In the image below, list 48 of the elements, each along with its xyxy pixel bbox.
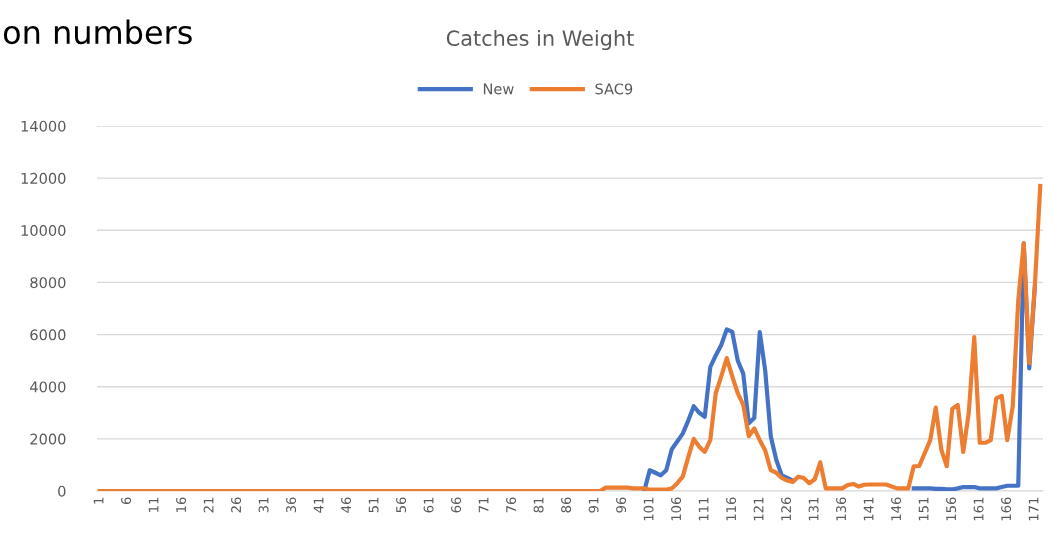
x-tick-label: 41 bbox=[313, 497, 324, 513]
x-tick-label: 156 bbox=[946, 497, 957, 521]
x-tick-label: 26 bbox=[231, 497, 242, 513]
x-tick-label: 151 bbox=[918, 497, 929, 521]
line-series bbox=[97, 183, 1043, 491]
legend-label: SAC9 bbox=[595, 83, 633, 95]
x-tick-label: 91 bbox=[588, 497, 599, 513]
x-tick-label: 161 bbox=[973, 497, 984, 521]
x-tick-label: 136 bbox=[836, 497, 847, 521]
x-tick-label: 106 bbox=[671, 497, 682, 521]
x-tick-label: 171 bbox=[1028, 497, 1039, 521]
x-tick-label: 6 bbox=[121, 497, 132, 505]
x-tick-label: 146 bbox=[891, 497, 902, 521]
text: on numbers bbox=[3, 19, 192, 45]
x-tick-label: 36 bbox=[286, 497, 297, 513]
y-tick-label: 12000 bbox=[21, 172, 66, 184]
y-tick-label: 0 bbox=[58, 485, 66, 497]
x-tick-label: 166 bbox=[1001, 497, 1012, 521]
y-tick-label: 6000 bbox=[30, 329, 66, 341]
x-tick-label: 16 bbox=[176, 497, 187, 512]
x-tick-label: 11 bbox=[148, 497, 159, 512]
x-tick-label: 101 bbox=[643, 497, 654, 521]
x-tick-label: 21 bbox=[203, 497, 214, 513]
legend-label: New bbox=[483, 83, 514, 95]
y-tick-label: 8000 bbox=[30, 277, 66, 289]
x-tick-label: 86 bbox=[561, 497, 572, 513]
x-tick-label: 46 bbox=[341, 497, 352, 513]
y-tick-label: 10000 bbox=[21, 225, 66, 237]
y-tick-label: 14000 bbox=[21, 120, 66, 132]
x-tick-label: 131 bbox=[808, 497, 819, 521]
y-tick-label: 2000 bbox=[30, 433, 66, 445]
x-tick-label: 141 bbox=[863, 497, 874, 521]
x-tick-label: 31 bbox=[258, 497, 269, 513]
x-tick-label: 56 bbox=[396, 497, 407, 513]
y-tick-label: 4000 bbox=[30, 381, 66, 393]
x-tick-label: 111 bbox=[698, 497, 709, 521]
x-tick-label: 81 bbox=[533, 497, 544, 513]
x-tick-label: 76 bbox=[506, 497, 517, 513]
x-tick-label: 121 bbox=[753, 497, 764, 521]
x-tick-label: 96 bbox=[616, 497, 627, 513]
x-tick-label: 116 bbox=[726, 497, 737, 521]
chart-title: Catches in Weight bbox=[446, 29, 634, 51]
x-tick-label: 61 bbox=[423, 497, 434, 513]
x-tick-label: 1 bbox=[93, 497, 104, 504]
x-tick-label: 126 bbox=[781, 497, 792, 521]
x-tick-label: 66 bbox=[451, 497, 462, 513]
x-tick-label: 71 bbox=[478, 497, 489, 513]
x-tick-label: 51 bbox=[368, 497, 379, 513]
